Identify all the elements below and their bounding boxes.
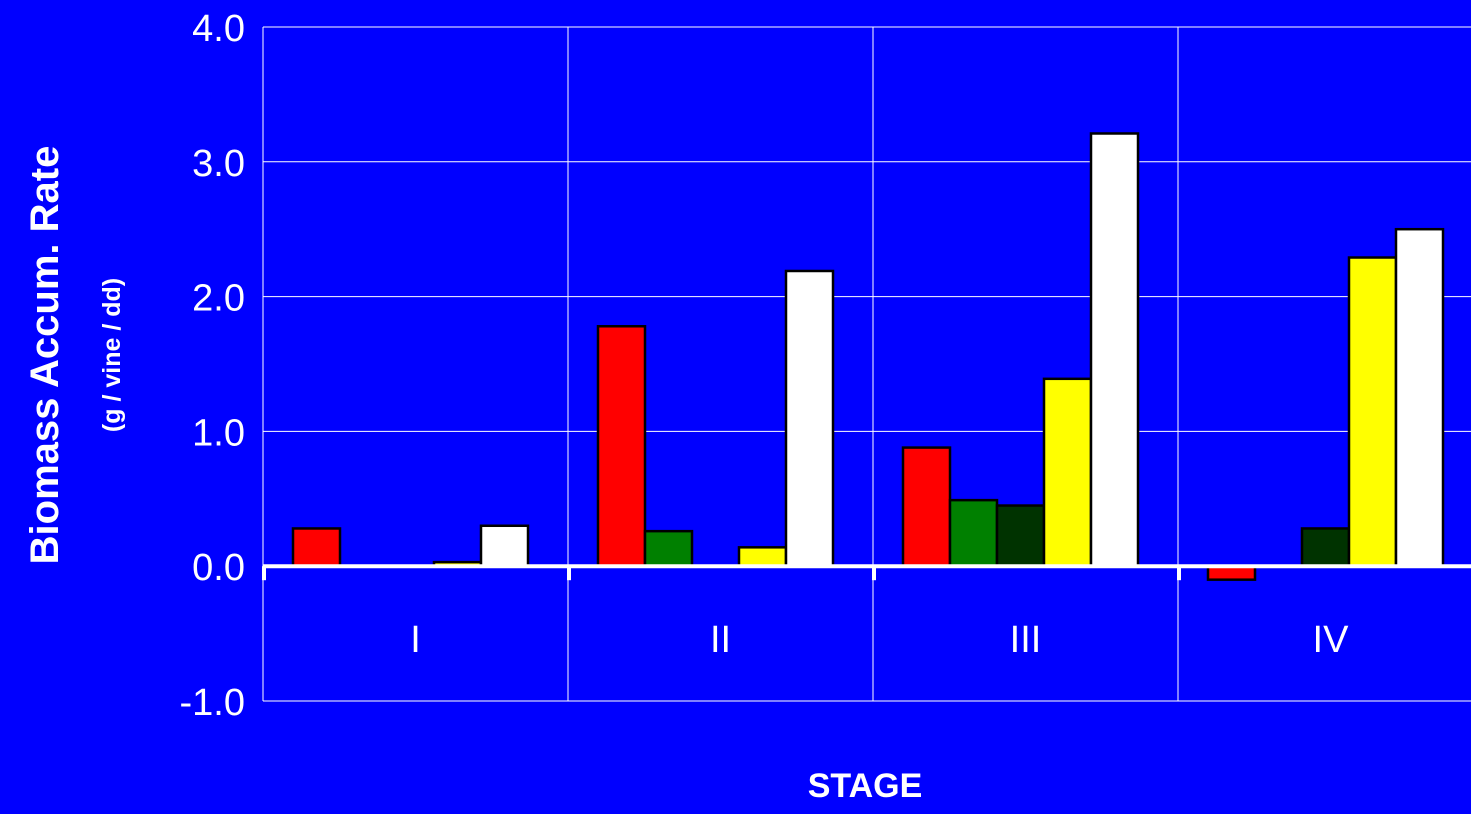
x-category-label: III [1010,619,1042,661]
bar [1349,258,1396,567]
bar [739,547,786,566]
bar [1302,528,1349,566]
bar [903,448,950,567]
x-category-label: I [410,619,421,661]
y-tick-label: 2.0 [192,278,245,320]
y-tick-label: -1.0 [180,682,245,724]
bar [1091,133,1138,566]
y-axis-title: Biomass Accum. Rate [23,146,67,565]
bar [997,506,1044,567]
bar [1396,229,1443,566]
bar [1208,566,1255,579]
bar [645,531,692,566]
bar [950,500,997,566]
x-category-label: IV [1313,619,1350,661]
y-tick-label: 0.0 [192,547,245,589]
y-tick-label: 1.0 [192,412,245,454]
y-tick-label: 4.0 [192,8,245,50]
bar [598,326,645,566]
bar [481,526,528,566]
y-tick-labels: 4.0 3.0 2.0 1.0 0.0 -1.0 [180,8,245,724]
x-category-label: II [710,619,731,661]
x-category-labels: I II III IV [410,619,1349,661]
x-axis [263,566,1471,580]
y-axis-subtitle: (g / vine / dd) [98,278,126,432]
x-axis-title: STAGE [808,767,923,805]
y-tick-label: 3.0 [192,143,245,185]
bar [293,528,340,566]
bar [786,271,833,566]
bars [293,133,1443,579]
gridlines [263,27,1471,701]
bar [1044,379,1091,566]
